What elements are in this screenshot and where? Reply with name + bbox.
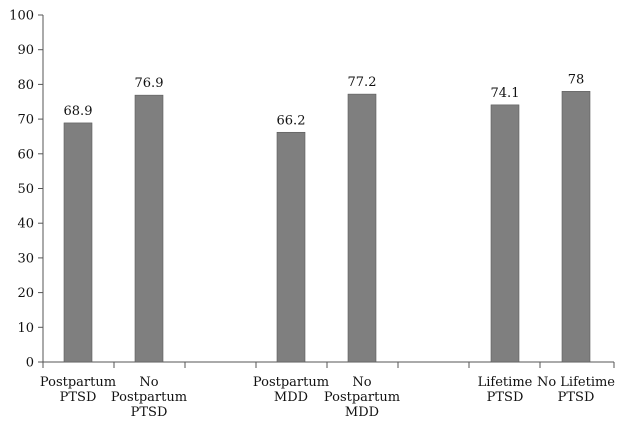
labels-layer: 68.9 Postpartum PTSD 76.9 No Postpartum PTSD 66…	[40, 72, 615, 420]
data-label: 74.1	[491, 86, 520, 101]
category-label: No Postpartum MDD	[324, 375, 400, 420]
y-tick-label: 20	[17, 286, 34, 301]
y-tick-label: 90	[17, 43, 34, 58]
data-label: 78	[568, 72, 585, 87]
category-label: No Lifetime PTSD	[537, 375, 615, 405]
y-tick-label: 30	[17, 251, 34, 266]
x-axis	[42, 361, 615, 368]
y-tick-label: 50	[17, 182, 34, 197]
y-tick-label: 40	[17, 217, 34, 232]
bar	[561, 91, 591, 363]
bar	[63, 122, 93, 363]
bar	[276, 131, 306, 363]
category-label: Postpartum PTSD	[40, 375, 116, 405]
y-tick-label: 10	[17, 321, 34, 336]
y-tick-label: 80	[17, 78, 34, 93]
data-label: 66.2	[277, 113, 306, 128]
bar	[134, 94, 164, 363]
bar	[490, 104, 520, 363]
bar	[347, 93, 377, 363]
category-label: Postpartum MDD	[253, 375, 329, 405]
y-tick-label: 0	[26, 356, 34, 371]
data-label: 77.2	[348, 75, 377, 90]
category-label: Lifetime PTSD	[478, 375, 533, 405]
y-tick-label: 100	[9, 9, 34, 24]
y-tick-label: 70	[17, 113, 34, 128]
y-axis: 0 10 20 30 40 50 60 70 80 90 100	[9, 9, 44, 371]
data-label: 76.9	[135, 76, 164, 91]
data-label: 68.9	[64, 104, 93, 119]
y-tick-label: 60	[17, 147, 34, 162]
category-label: No Postpartum PTSD	[111, 375, 187, 420]
bars-layer	[63, 91, 591, 363]
